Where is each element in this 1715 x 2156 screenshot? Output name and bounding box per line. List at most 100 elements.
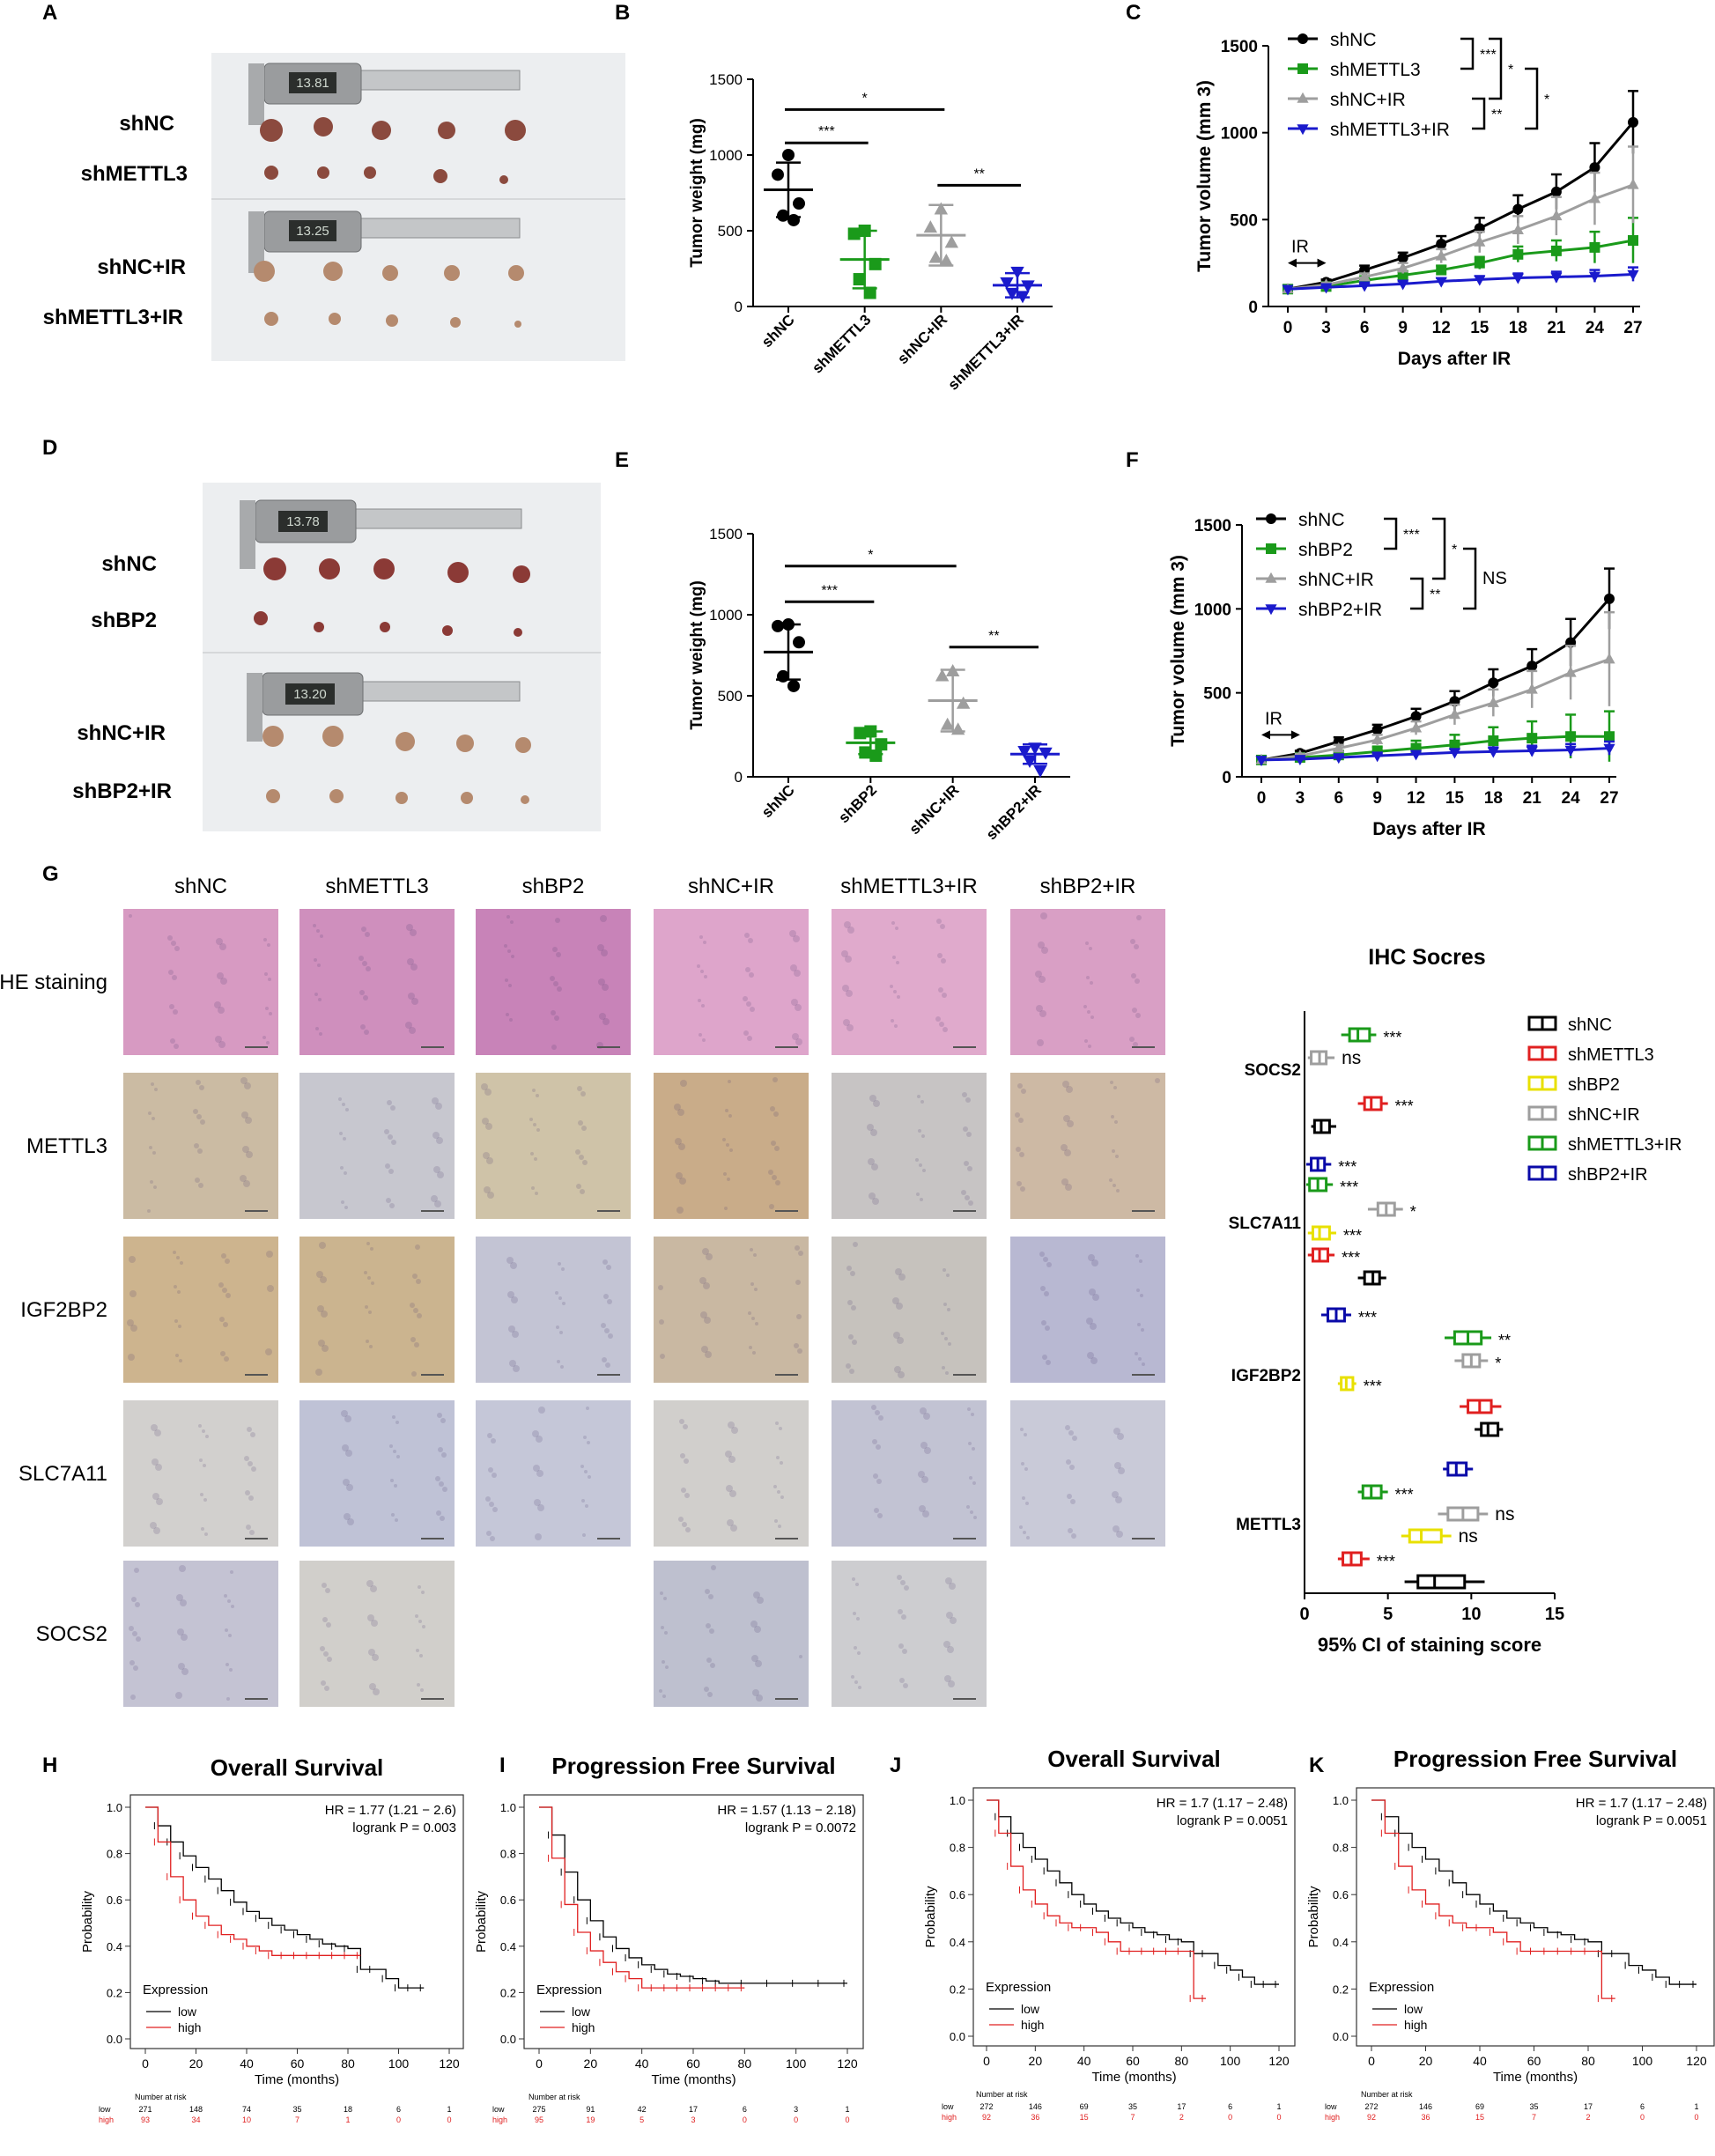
data-point bbox=[853, 273, 866, 286]
data-point bbox=[1512, 248, 1524, 260]
ihc-texture bbox=[200, 1119, 205, 1125]
ir-arrowhead bbox=[1317, 258, 1327, 268]
significance-label: ** bbox=[1430, 587, 1440, 602]
significance-label: * bbox=[1495, 1355, 1501, 1372]
grid-row-label: IGF2BP2 bbox=[20, 1298, 107, 1322]
y-tick-label: 0.6 bbox=[500, 1894, 516, 1907]
x-tick-label: 0 bbox=[1299, 1605, 1309, 1624]
grid-row-label: SLC7A11 bbox=[18, 1462, 107, 1486]
legend-label: high bbox=[178, 2020, 201, 2034]
ihc-texture bbox=[1015, 1112, 1020, 1118]
ihc-texture bbox=[1023, 1531, 1026, 1534]
ihc-texture bbox=[841, 950, 848, 957]
ihc-texture bbox=[407, 958, 414, 965]
ihc-texture bbox=[177, 1628, 184, 1635]
ihc-texture bbox=[963, 1126, 968, 1132]
ihc-texture bbox=[193, 1109, 198, 1114]
data-point bbox=[1005, 287, 1019, 300]
tumor bbox=[514, 321, 521, 328]
ihc-texture bbox=[849, 1369, 854, 1374]
data-point bbox=[1039, 747, 1053, 760]
ihc-texture bbox=[536, 1470, 543, 1477]
ihc-texture bbox=[173, 1009, 178, 1015]
ihc-texture bbox=[772, 1077, 778, 1082]
ihc-texture bbox=[661, 1626, 664, 1629]
risk-count: 15 bbox=[1475, 2113, 1484, 2122]
ihc-texture bbox=[507, 1291, 514, 1298]
significance-label: NS bbox=[1482, 569, 1507, 588]
photo-label: shNC+IR bbox=[97, 255, 186, 279]
ihc-texture bbox=[198, 1424, 202, 1428]
x-tick-label: 60 bbox=[291, 2056, 305, 2071]
ihc-texture bbox=[487, 1433, 492, 1438]
ihc-texture bbox=[895, 927, 898, 930]
ihc-texture bbox=[729, 1148, 733, 1152]
ihc-texture bbox=[1061, 1178, 1068, 1185]
scale-bar bbox=[953, 1374, 976, 1376]
ihc-texture bbox=[725, 1109, 728, 1112]
ihc-texture bbox=[1109, 1178, 1113, 1182]
x-tick-label: 24 bbox=[1586, 319, 1605, 337]
ihc-texture bbox=[369, 1345, 373, 1348]
ihc-texture bbox=[943, 1027, 948, 1032]
ihc-texture bbox=[605, 1362, 610, 1368]
ihc-texture bbox=[662, 1695, 666, 1698]
ihc-texture bbox=[662, 1660, 665, 1664]
y-tick-label: 0.0 bbox=[950, 2030, 965, 2043]
ihc-texture bbox=[487, 1192, 494, 1199]
ihc-texture bbox=[1066, 1459, 1071, 1465]
ihc-texture bbox=[1113, 1184, 1116, 1187]
scale-bar bbox=[597, 1538, 620, 1539]
ihc-texture bbox=[268, 978, 271, 981]
ihc-texture bbox=[492, 1473, 497, 1478]
ihc-texture bbox=[227, 1599, 231, 1603]
risk-count: 275 bbox=[532, 2105, 545, 2114]
significance-label: *** bbox=[821, 583, 838, 598]
ihc-texture bbox=[1063, 1115, 1070, 1122]
ihc-texture bbox=[320, 1276, 327, 1283]
significance-label: ns bbox=[1495, 1504, 1514, 1525]
series-line bbox=[1260, 597, 1611, 762]
ihc-texture bbox=[744, 933, 750, 938]
ihc-texture bbox=[789, 930, 796, 937]
ihc-texture bbox=[608, 1333, 613, 1339]
scale-bar bbox=[245, 1698, 268, 1700]
data-point bbox=[863, 286, 876, 299]
ihc-texture bbox=[249, 1530, 255, 1535]
risk-count: 6 bbox=[1228, 2102, 1232, 2111]
data-point bbox=[935, 668, 950, 682]
tumor bbox=[264, 166, 278, 180]
y-tick-label: 0 bbox=[735, 769, 743, 786]
plot-frame bbox=[972, 1787, 1296, 2047]
ihc-texture bbox=[945, 1577, 952, 1584]
ihc-texture bbox=[486, 1531, 492, 1536]
risk-count: 95 bbox=[535, 2115, 543, 2124]
risk-count: 6 bbox=[743, 2105, 747, 2114]
significance-label: * bbox=[1410, 1203, 1416, 1221]
ihc-texture bbox=[370, 1247, 373, 1251]
ihc-texture bbox=[265, 1348, 272, 1355]
ihc-texture bbox=[587, 1441, 590, 1444]
ihc-texture bbox=[708, 1594, 713, 1599]
data-point bbox=[847, 227, 861, 240]
x-tick-label: 40 bbox=[635, 2056, 649, 2071]
data-point bbox=[793, 197, 805, 210]
ihc-texture bbox=[538, 1407, 545, 1414]
ihc-texture bbox=[176, 1594, 183, 1601]
tumor bbox=[317, 166, 329, 179]
photo-label: shBP2 bbox=[91, 609, 157, 632]
ihc-texture bbox=[606, 1265, 611, 1270]
data-point bbox=[777, 209, 789, 222]
y-tick-label: 0.8 bbox=[500, 1848, 516, 1861]
ihc-texture bbox=[421, 1591, 425, 1594]
ihc-texture bbox=[1140, 1294, 1143, 1297]
legend-label: low bbox=[572, 2005, 591, 2019]
ihc-texture bbox=[202, 1429, 205, 1433]
y-tick-label: 0 bbox=[735, 299, 743, 315]
ihc-texture bbox=[553, 981, 558, 986]
ihc-texture bbox=[224, 1356, 229, 1362]
panel-letter-F: F bbox=[1126, 448, 1139, 472]
ihc-texture bbox=[129, 914, 132, 918]
ihc-texture bbox=[1024, 1467, 1028, 1471]
box bbox=[1480, 1421, 1500, 1437]
